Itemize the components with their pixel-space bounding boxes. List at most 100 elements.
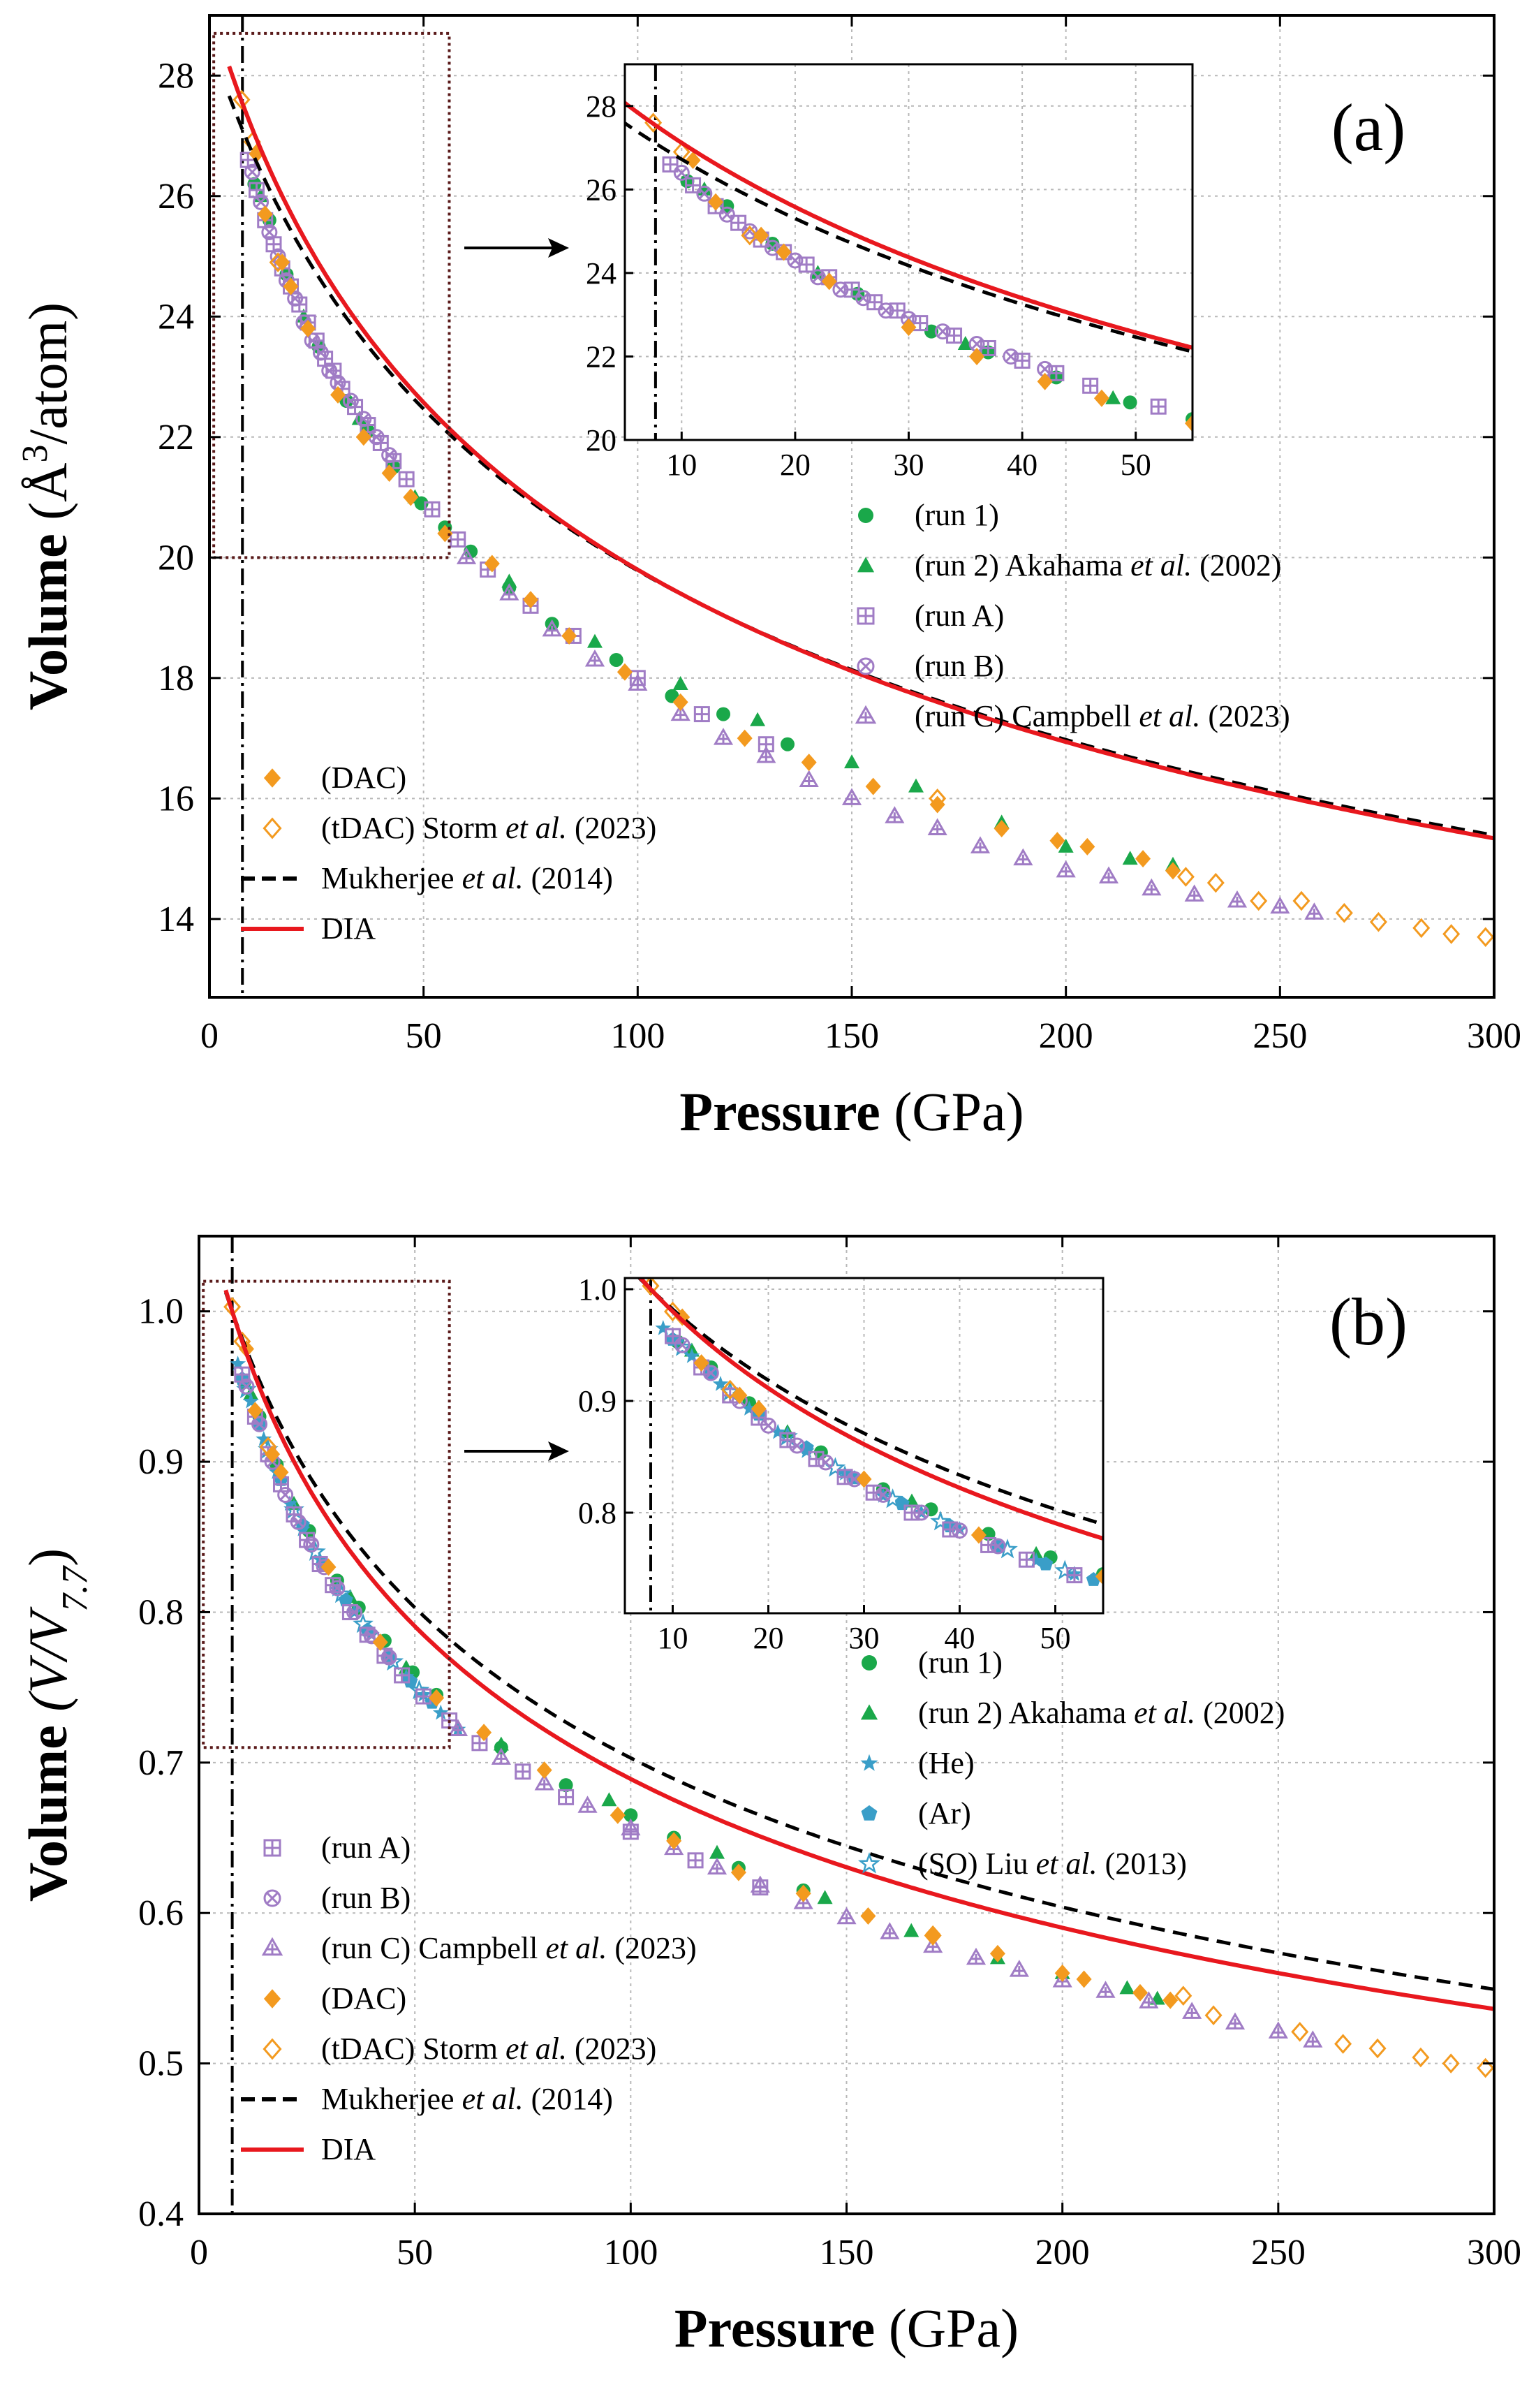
legend-label-text: (SO) Liu	[918, 1847, 1036, 1881]
legend-marker-runB	[857, 657, 875, 675]
marker-cross	[981, 1538, 996, 1552]
data-point-runC	[448, 1719, 468, 1736]
marker-cross	[253, 1418, 265, 1430]
marker-outline	[287, 290, 304, 307]
data-point-dac	[536, 1761, 552, 1779]
data-point-dac	[300, 320, 316, 338]
y-tick-label: 0.7	[138, 1743, 184, 1783]
legend-marker-he	[860, 1754, 878, 1771]
data-point-tdac	[1369, 911, 1387, 932]
legend-label-text: DIA	[321, 911, 376, 946]
y-tick-label: 0.6	[138, 1893, 184, 1933]
legend-label-etal: et al.	[505, 2032, 567, 2066]
data-point-runB	[253, 193, 269, 210]
y-tick-label: 16	[158, 779, 194, 818]
marker-outline	[674, 1337, 691, 1353]
inset-data-point-so	[997, 1539, 1018, 1559]
inset-data-point-runA	[1018, 1551, 1035, 1568]
marker-cross	[1100, 1987, 1111, 1997]
inset-y-tick-label: 22	[586, 339, 616, 374]
legend-label-year: (2023)	[567, 2032, 656, 2066]
marker-cross	[686, 178, 700, 193]
inset-y-tick-label: 1.0	[578, 1272, 616, 1307]
inset-data-point-so	[882, 1488, 903, 1508]
data-point-dac	[372, 1634, 388, 1652]
legend-item-runA: (run A)	[857, 599, 1004, 633]
legend-right: (run 1) (run 2) Akahama et al. (2002) (He)…	[857, 1645, 1285, 1881]
marker-outline	[702, 1365, 719, 1381]
data-point-tdac	[1442, 2053, 1460, 2073]
data-point-tdac	[1176, 867, 1195, 887]
inset-series-runB	[674, 1337, 1006, 1555]
marker-cross	[450, 532, 465, 547]
data-point-runC	[713, 728, 734, 745]
marker-cross	[721, 209, 733, 221]
marker-cross	[755, 1881, 765, 1892]
x-tick-label: 0	[190, 2233, 208, 2273]
data-point-runC	[970, 836, 991, 853]
data-point-run2	[844, 754, 859, 769]
legend-item-mukherjee: Mukherjee et al. (2014)	[241, 861, 613, 895]
data-point-runB	[381, 447, 398, 464]
data-point-dac	[672, 693, 688, 711]
x-tick-label: 200	[1035, 2233, 1090, 2273]
legend-label-mukherjee: Mukherjee et al. (2014)	[321, 2082, 613, 2116]
inset-data-point-he	[1105, 1579, 1121, 1594]
legend-item-run1: (run 1)	[858, 498, 999, 532]
data-point-runB	[251, 1416, 268, 1432]
marker-outline	[1003, 348, 1019, 365]
data-point-runC	[1270, 896, 1290, 914]
data-point-tdac	[1442, 924, 1461, 944]
marker-cross	[866, 1485, 881, 1500]
data-point-run2	[501, 573, 517, 588]
legend-label-year: (2023)	[567, 811, 656, 845]
marker-outline	[277, 1486, 294, 1503]
marker-cross	[858, 608, 873, 624]
data-point-runC	[927, 818, 947, 835]
marker-cross	[1144, 1997, 1154, 2008]
data-point-dac	[666, 1832, 682, 1850]
inset-x-tick-label: 30	[849, 1621, 880, 1655]
series-dac	[249, 145, 1181, 880]
legend-marker-runC	[261, 1937, 283, 1956]
data-point-dac	[1132, 1983, 1148, 2002]
legend-label-etal: et al.	[1130, 548, 1192, 582]
legend-label-text: Mukherjee	[321, 861, 462, 895]
data-point-dac	[381, 464, 397, 483]
y-tick-label: 0.5	[138, 2044, 184, 2084]
data-point-runB	[304, 332, 320, 349]
x-axis-label-bold: Pressure	[679, 1081, 894, 1142]
inset-data-point-runA	[903, 1504, 920, 1521]
inset-data-point-runA	[1150, 398, 1167, 415]
marker-cross	[1308, 2036, 1318, 2047]
data-point-dac	[330, 386, 346, 404]
inset-y-tick-label: 24	[586, 256, 616, 291]
curve-mukherjee	[227, 95, 1494, 837]
data-point-runC	[1139, 1991, 1159, 2009]
y-axis-label-unit: /atom)	[17, 302, 78, 445]
marker-cross	[791, 1439, 803, 1452]
data-point-run1	[716, 707, 730, 721]
inset-data-point-runB	[718, 206, 735, 223]
marker-outline	[809, 269, 826, 286]
legend-item-dia: DIA	[241, 2132, 376, 2166]
inset-data-point-he	[769, 1423, 786, 1439]
legend-item-dac: (DAC)	[263, 761, 406, 795]
marker-cross	[688, 1853, 703, 1867]
inset-y-tick-label: 0.8	[578, 1496, 616, 1530]
marker-cross	[1039, 363, 1051, 375]
data-point-runC	[621, 1818, 641, 1836]
marker-cross	[399, 472, 414, 487]
marker-cross	[539, 1779, 549, 1789]
inset-data-point-runB	[696, 185, 713, 202]
x-axis-label-unit: (GPa)	[894, 1081, 1024, 1142]
marker-cross	[970, 338, 983, 350]
marker-cross	[698, 188, 710, 200]
data-point-dac	[561, 626, 577, 645]
data-point-runA	[450, 531, 466, 548]
data-point-runC	[1098, 866, 1119, 883]
y-tick-label: 14	[158, 900, 194, 939]
marker-cross	[877, 1489, 889, 1501]
marker-outline	[673, 164, 690, 181]
inset-x-tick-label: 10	[658, 1621, 688, 1655]
